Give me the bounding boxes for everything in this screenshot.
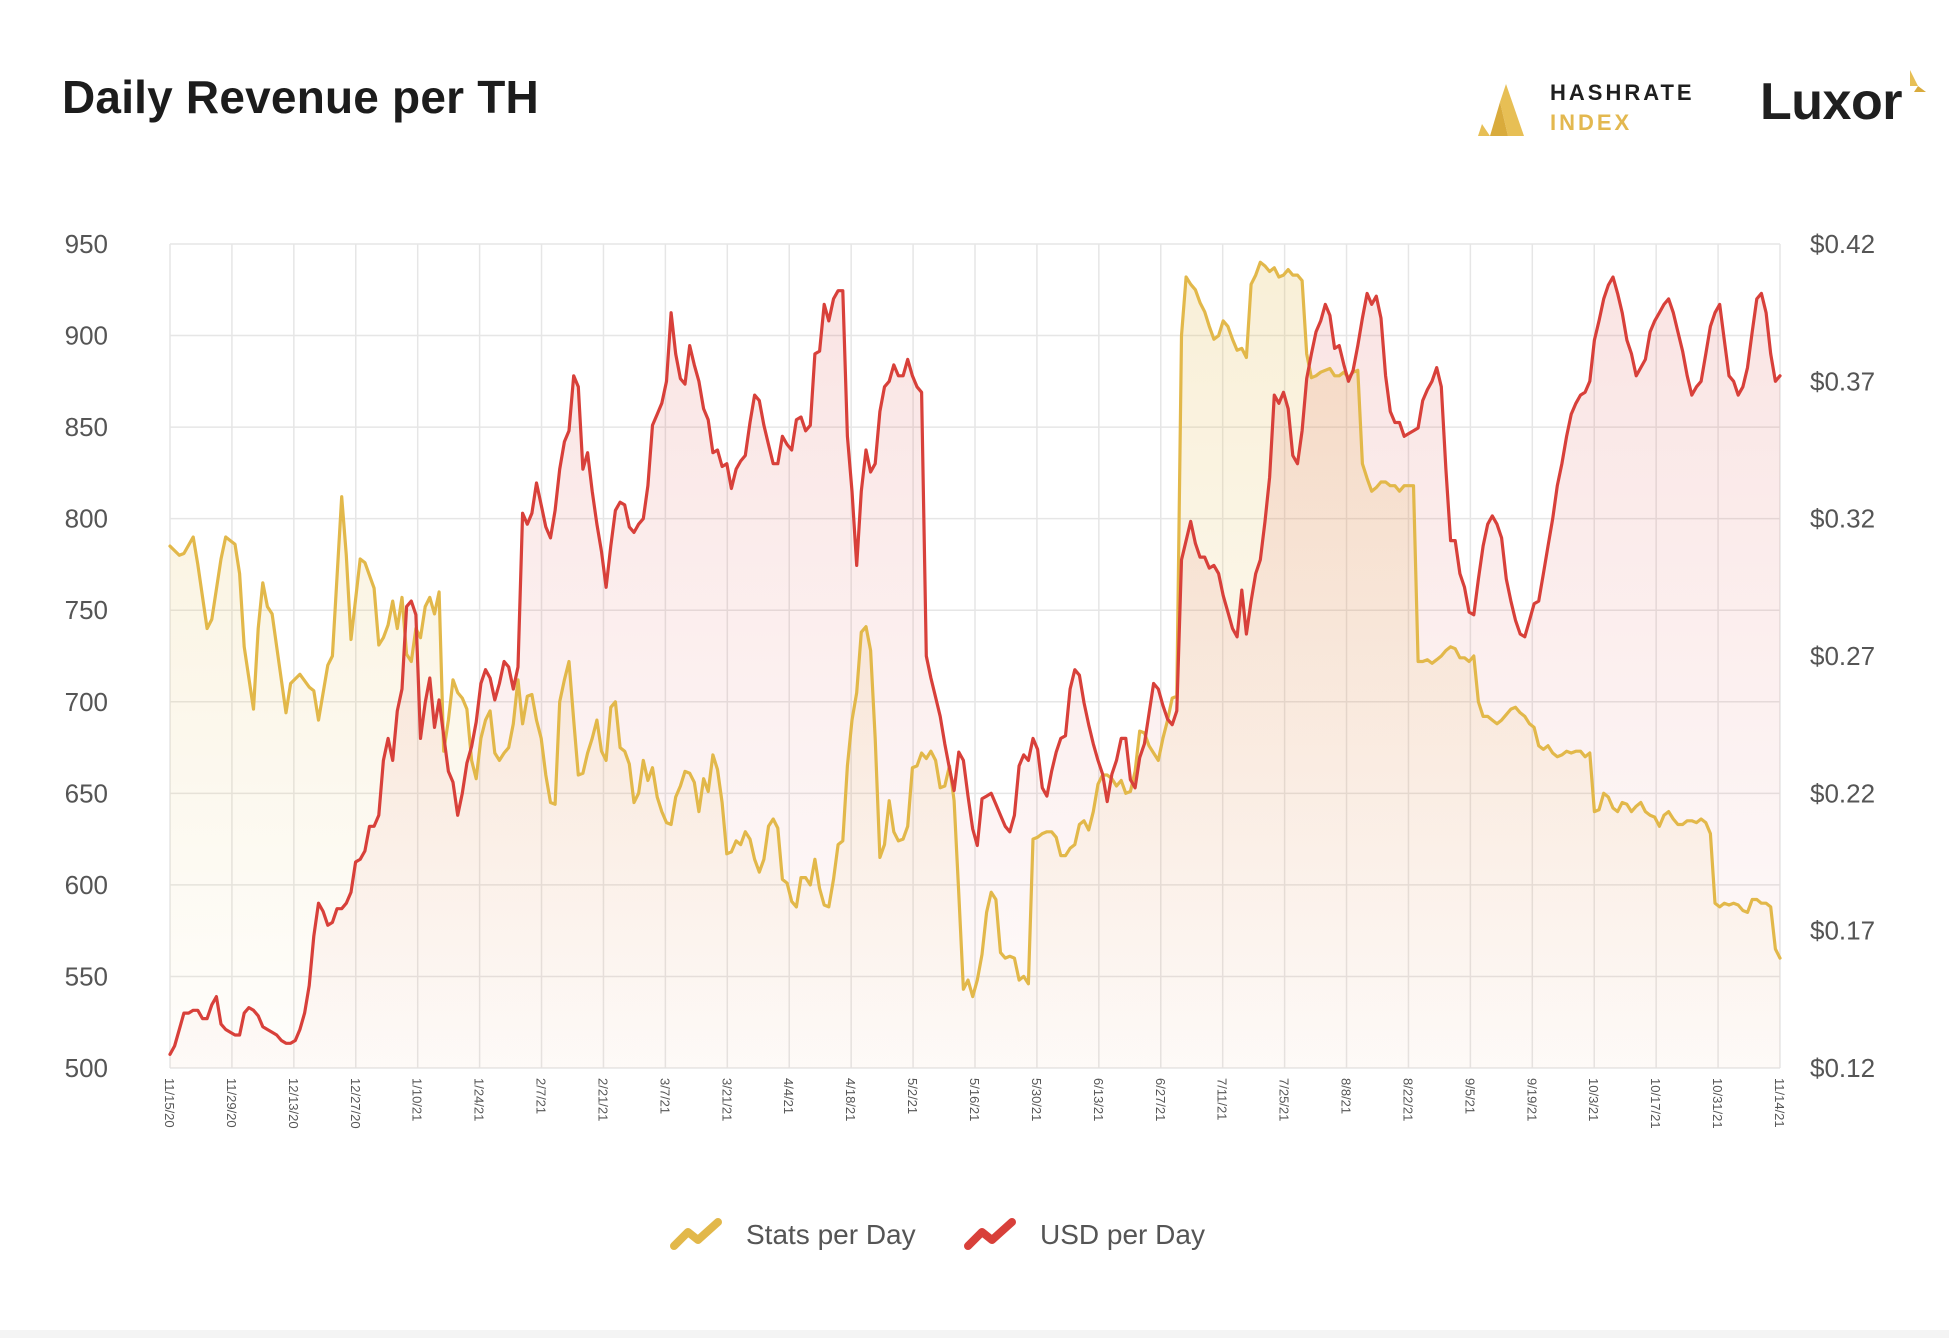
series-areas bbox=[170, 262, 1780, 1068]
x-tick-label: 7/11/21 bbox=[1215, 1078, 1230, 1120]
x-tick-label: 10/31/21 bbox=[1710, 1078, 1725, 1129]
y-right-tick-label: $0.37 bbox=[1810, 366, 1875, 396]
index-logo-text: INDEX bbox=[1550, 110, 1633, 135]
hashrate-index-mark-icon bbox=[1478, 84, 1524, 136]
chart-legend: Stats per Day USD per Day bbox=[0, 1210, 1949, 1260]
x-tick-label: 8/22/21 bbox=[1400, 1078, 1415, 1121]
x-tick-label: 3/21/21 bbox=[719, 1078, 734, 1121]
x-tick-label: 6/27/21 bbox=[1153, 1078, 1168, 1121]
bottom-edge bbox=[0, 1330, 1949, 1338]
x-tick-label: 5/30/21 bbox=[1029, 1078, 1044, 1121]
y-left-tick-label: 950 bbox=[65, 229, 108, 259]
luxor-mark-icon bbox=[1910, 70, 1926, 92]
y-left-tick-label: 550 bbox=[65, 961, 108, 991]
x-tick-label: 7/25/21 bbox=[1277, 1078, 1292, 1121]
x-tick-label: 3/7/21 bbox=[657, 1078, 672, 1114]
x-tick-label: 11/29/20 bbox=[224, 1078, 239, 1128]
x-tick-label: 5/2/21 bbox=[905, 1078, 920, 1114]
x-tick-label: 9/19/21 bbox=[1524, 1078, 1539, 1121]
chart-title: Daily Revenue per TH bbox=[62, 71, 539, 123]
y-left-tick-label: 750 bbox=[65, 595, 108, 625]
y-left-tick-label: 850 bbox=[65, 412, 108, 442]
x-axis: 11/15/20 11/29/20 12/13/20 12/27/20 1/10/21 1… bbox=[162, 1078, 1787, 1129]
x-tick-label: 8/8/21 bbox=[1339, 1078, 1354, 1114]
x-tick-label: 10/17/21 bbox=[1648, 1078, 1663, 1129]
y-axis-left: 500 550 600 650 700 750 800 850 900 950 bbox=[65, 229, 108, 1083]
x-tick-label: 4/4/21 bbox=[781, 1078, 796, 1114]
x-tick-label: 1/10/21 bbox=[410, 1078, 425, 1121]
usd-trend-icon bbox=[964, 1218, 1016, 1250]
y-axis-right: $0.12 $0.17 $0.22 $0.27 $0.32 $0.37 $0.42 bbox=[1810, 229, 1875, 1083]
x-tick-label: 1/24/21 bbox=[472, 1078, 487, 1121]
stats-trend-icon bbox=[670, 1218, 722, 1250]
y-right-tick-label: $0.12 bbox=[1810, 1053, 1875, 1083]
y-right-tick-label: $0.27 bbox=[1810, 641, 1875, 671]
luxor-logo: Luxor bbox=[1760, 73, 1902, 131]
y-left-tick-label: 500 bbox=[65, 1053, 108, 1083]
legend-label-usd: USD per Day bbox=[1040, 1219, 1205, 1250]
hashrate-logo-text: HASHRATE bbox=[1550, 80, 1695, 105]
y-right-tick-label: $0.22 bbox=[1810, 778, 1875, 808]
y-right-tick-label: $0.32 bbox=[1810, 504, 1875, 534]
series-line-stats bbox=[168, 260, 1782, 999]
y-left-tick-label: 650 bbox=[65, 778, 108, 808]
y-right-tick-label: $0.17 bbox=[1810, 916, 1875, 946]
x-tick-label: 12/13/20 bbox=[286, 1078, 301, 1129]
x-tick-label: 10/3/21 bbox=[1586, 1078, 1601, 1121]
y-left-tick-label: 800 bbox=[65, 504, 108, 534]
y-right-tick-label: $0.42 bbox=[1810, 229, 1875, 259]
y-left-tick-label: 700 bbox=[65, 687, 108, 717]
series-line-usd bbox=[168, 275, 1782, 1056]
x-tick-label: 6/13/21 bbox=[1091, 1078, 1106, 1121]
x-tick-label: 12/27/20 bbox=[348, 1078, 363, 1129]
x-tick-label: 11/14/21 bbox=[1772, 1078, 1787, 1128]
x-tick-label: 11/15/20 bbox=[162, 1078, 177, 1128]
x-tick-label: 9/5/21 bbox=[1462, 1078, 1477, 1114]
series-lines bbox=[168, 260, 1782, 1056]
y-left-tick-label: 900 bbox=[65, 321, 108, 351]
legend-label-stats: Stats per Day bbox=[746, 1219, 916, 1250]
x-tick-label: 4/18/21 bbox=[843, 1078, 858, 1121]
series-area-usd bbox=[170, 277, 1780, 1068]
x-tick-label: 2/21/21 bbox=[595, 1078, 610, 1121]
legend-item-stats[interactable]: Stats per Day bbox=[670, 1210, 916, 1260]
y-left-tick-label: 600 bbox=[65, 870, 108, 900]
hashrate-index-logo: HASHRATE INDEX bbox=[1478, 80, 1728, 142]
legend-item-usd[interactable]: USD per Day bbox=[964, 1210, 1205, 1260]
x-tick-label: 2/7/21 bbox=[534, 1078, 549, 1114]
x-tick-label: 5/16/21 bbox=[967, 1078, 982, 1121]
